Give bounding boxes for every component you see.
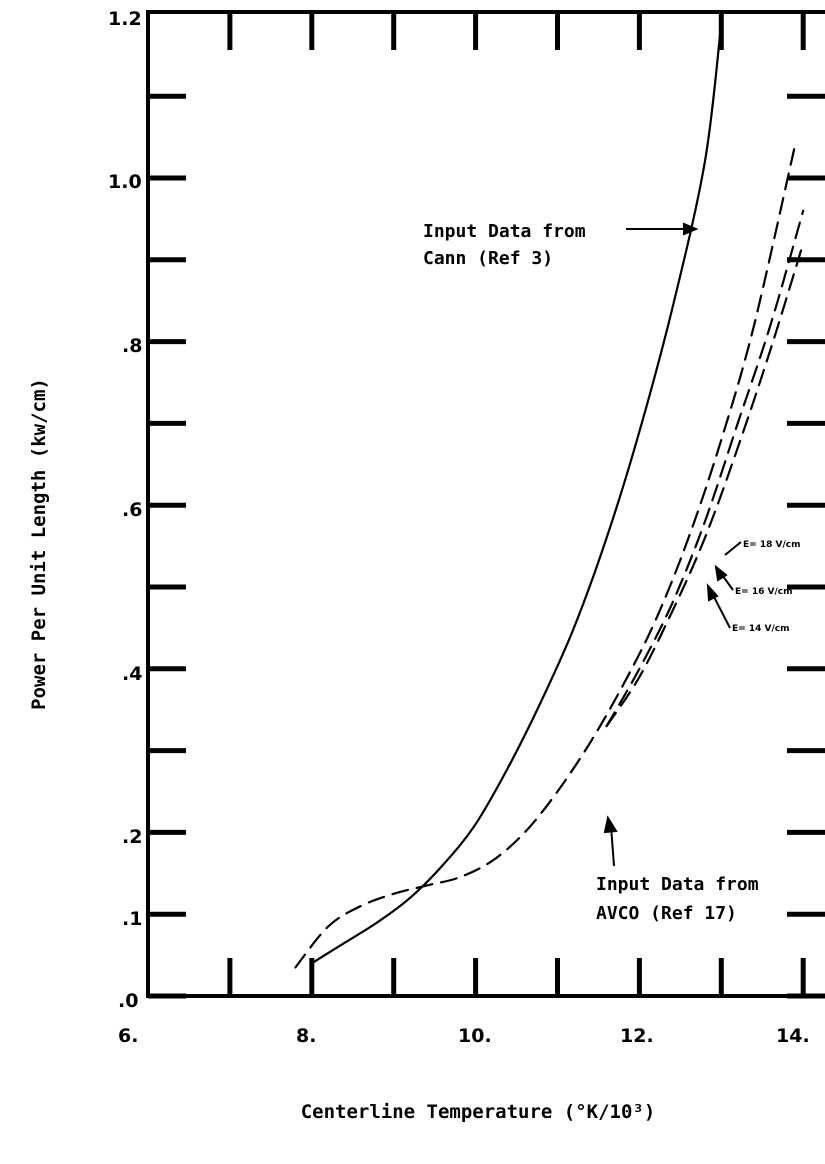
y-tick-label-0: .0 xyxy=(118,990,138,1012)
x-tick-label-12: 12. xyxy=(620,1025,654,1047)
ticks xyxy=(148,12,825,999)
y-tick-label-0.1: .1 xyxy=(122,908,142,930)
x-tick-label-14: 14. xyxy=(776,1025,810,1047)
y-tick-label-1.2: 1.2 xyxy=(108,8,142,30)
y-axis-title: Power Per Unit Length (kw/cm) xyxy=(28,378,50,710)
avco-arrowhead xyxy=(603,815,618,834)
annotation-arrows xyxy=(603,222,742,867)
e14-arrowhead xyxy=(706,583,719,602)
x-tick-label-6: 6. xyxy=(118,1025,138,1047)
cann-annotation-line-1: Input Data from xyxy=(423,221,586,242)
y-tick-label-0.2: .2 xyxy=(122,826,142,848)
x-tick-label-8: 8. xyxy=(296,1025,316,1047)
e14-annotation: E= 14 V/cm xyxy=(732,624,789,634)
y-tick-label-1.0: 1.0 xyxy=(108,171,142,193)
e18-arrow xyxy=(724,541,742,556)
y-tick-label-0.6: .6 xyxy=(122,499,142,521)
avco-arrow xyxy=(610,825,615,867)
series-line-3 xyxy=(605,209,805,728)
x-axis-title: Centerline Temperature (°K/10³) xyxy=(301,1101,656,1123)
series-line-1 xyxy=(310,21,723,965)
y-tick-label-0.8: .8 xyxy=(122,335,142,357)
avco-annotation-line-2: AVCO (Ref 17) xyxy=(596,903,737,924)
e16-arrowhead xyxy=(714,564,728,582)
plot-frame xyxy=(146,10,825,998)
series-layer xyxy=(294,21,805,969)
e16-annotation: E= 16 V/cm xyxy=(735,587,792,597)
cann-annotation-line-2: Cann (Ref 3) xyxy=(423,248,553,269)
y-tick-label-0.4: .4 xyxy=(122,663,142,685)
cann-arrowhead xyxy=(683,222,699,236)
avco-annotation-line-1: Input Data from xyxy=(596,874,759,895)
e18-annotation: E= 18 V/cm xyxy=(743,540,800,550)
series-line-4 xyxy=(605,242,805,728)
series-line-2 xyxy=(294,144,797,969)
e14-arrow xyxy=(711,592,731,629)
x-tick-label-10: 10. xyxy=(458,1025,492,1047)
